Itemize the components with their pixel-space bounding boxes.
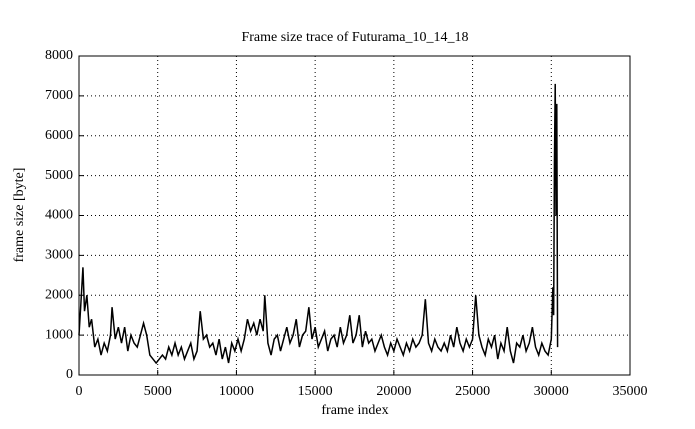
line-series (78, 83, 559, 365)
x-axis-label: frame index (321, 403, 388, 418)
plot-frame (78, 55, 631, 376)
y-axis-label: frame size [byte] (12, 168, 27, 263)
x-tick-label: 25000 (455, 384, 490, 399)
x-tick-label: 15000 (298, 384, 333, 399)
x-tick-label: 30000 (534, 384, 569, 399)
y-tick-label: 5000 (45, 168, 73, 183)
x-tick-label: 10000 (219, 384, 254, 399)
chart-title: Frame size trace of Futurama_10_14_18 (241, 30, 468, 45)
y-tick-label: 0 (66, 367, 73, 382)
y-tick-label: 8000 (45, 48, 73, 63)
y-tick-label: 1000 (45, 327, 73, 342)
x-tick-label: 20000 (376, 384, 411, 399)
x-tick-label: 0 (76, 384, 83, 399)
y-tick-label: 2000 (45, 287, 73, 302)
y-tick-label: 6000 (45, 128, 73, 143)
y-tick-label: 3000 (45, 248, 73, 263)
y-tick-label: 4000 (45, 208, 73, 223)
x-tick-label: 5000 (144, 384, 172, 399)
y-tick-label: 7000 (45, 88, 73, 103)
x-tick-label: 35000 (613, 384, 648, 399)
